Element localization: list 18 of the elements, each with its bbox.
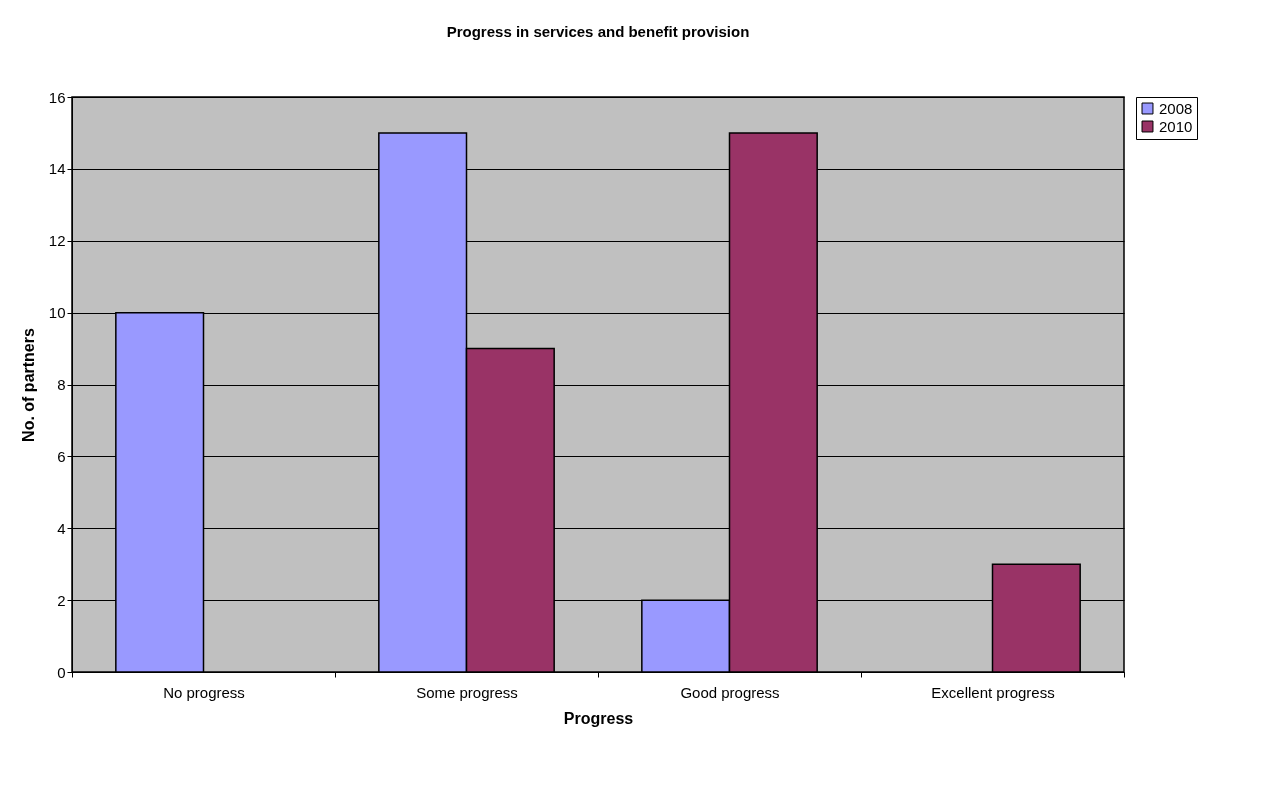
x-tick-label: No progress — [163, 683, 245, 701]
x-axis-title: Progress — [563, 709, 634, 727]
y-axis-title: No. of partners — [19, 328, 37, 442]
y-tick-label: 4 — [57, 519, 66, 537]
y-tick-label: 6 — [57, 447, 66, 465]
y-tick-label: 10 — [48, 304, 66, 322]
x-tick-label: Good progress — [680, 683, 780, 701]
y-tick-label: 16 — [48, 88, 66, 106]
legend-label: 2008 — [1159, 99, 1193, 117]
y-tick-label: 0 — [57, 663, 66, 681]
legend-label: 2010 — [1159, 117, 1193, 135]
y-tick-label: 12 — [48, 232, 66, 250]
y-tick-label: 8 — [57, 376, 66, 393]
y-tick-label: 14 — [48, 160, 66, 178]
chart-title: Progress in services and benefit provision — [446, 23, 750, 40]
x-tick-label: Excellent progress — [931, 683, 1055, 701]
y-tick-label: 2 — [57, 591, 66, 609]
x-tick-label: Some progress — [416, 683, 518, 701]
